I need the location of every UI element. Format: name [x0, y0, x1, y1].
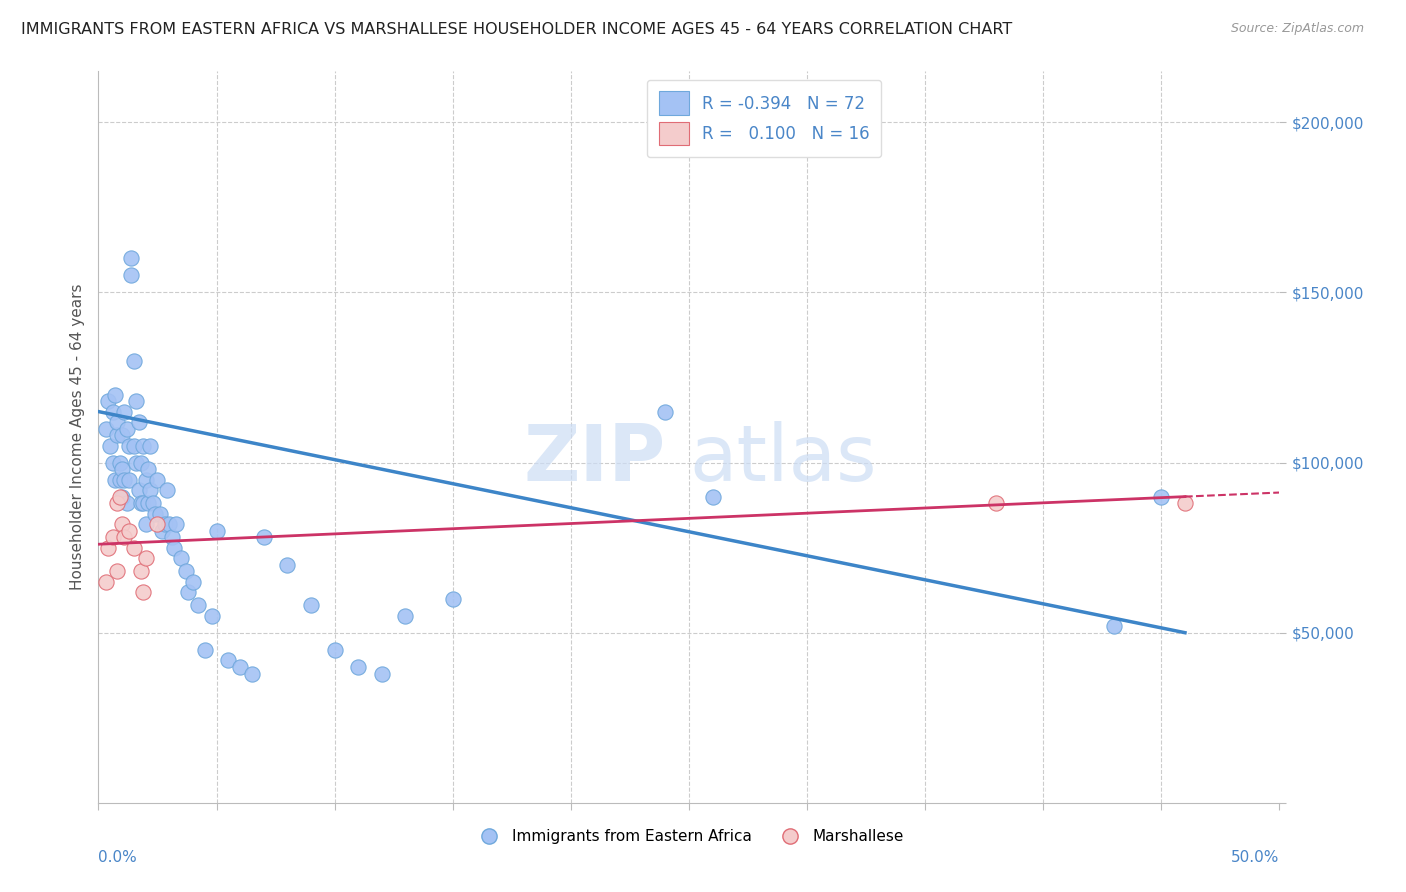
Point: [122, 353, 145, 368]
Point: [118, 439, 141, 453]
Point: [129, 496, 152, 510]
Point: [118, 473, 141, 487]
Point: [112, 531, 135, 545]
Point: [276, 558, 298, 572]
Point: [108, 490, 131, 504]
Point: [299, 599, 322, 613]
Point: [101, 531, 124, 545]
Point: [122, 439, 145, 453]
Point: [323, 642, 346, 657]
Point: [132, 585, 155, 599]
Point: [702, 490, 724, 504]
Point: [217, 653, 239, 667]
Point: [121, 252, 143, 266]
Point: [108, 473, 131, 487]
Point: [143, 507, 166, 521]
Text: Source: ZipAtlas.com: Source: ZipAtlas.com: [1230, 22, 1364, 36]
Point: [146, 516, 169, 531]
Point: [165, 516, 187, 531]
Text: IMMIGRANTS FROM EASTERN AFRICA VS MARSHALLESE HOUSEHOLDER INCOME AGES 45 - 64 YE: IMMIGRANTS FROM EASTERN AFRICA VS MARSHA…: [21, 22, 1012, 37]
Point: [394, 608, 416, 623]
Point: [170, 550, 193, 565]
Point: [654, 404, 676, 418]
Point: [194, 642, 217, 657]
Point: [97, 541, 120, 555]
Point: [253, 531, 276, 545]
Point: [136, 496, 159, 510]
Point: [136, 462, 159, 476]
Point: [125, 456, 148, 470]
Point: [111, 462, 134, 476]
Point: [240, 666, 263, 681]
Point: [441, 591, 464, 606]
Point: [157, 516, 180, 531]
Point: [174, 565, 197, 579]
Point: [101, 456, 124, 470]
Point: [371, 666, 394, 681]
Point: [112, 404, 135, 418]
Point: [98, 439, 121, 453]
Point: [181, 574, 204, 589]
Point: [160, 531, 183, 545]
Point: [132, 439, 155, 453]
Point: [201, 608, 224, 623]
Point: [1102, 619, 1125, 633]
Point: [205, 524, 228, 538]
Point: [135, 516, 157, 531]
Point: [187, 599, 209, 613]
Point: [108, 456, 131, 470]
Point: [135, 550, 157, 565]
Point: [115, 421, 138, 435]
Point: [105, 565, 128, 579]
Point: [121, 268, 143, 283]
Point: [118, 524, 141, 538]
Point: [122, 541, 145, 555]
Point: [163, 541, 186, 555]
Point: [97, 394, 120, 409]
Point: [111, 490, 134, 504]
Legend: Immigrants from Eastern Africa, Marshallese: Immigrants from Eastern Africa, Marshall…: [468, 822, 910, 850]
Point: [94, 421, 117, 435]
Point: [104, 473, 127, 487]
Point: [177, 585, 200, 599]
Text: 50.0%: 50.0%: [1232, 850, 1279, 865]
Point: [1150, 490, 1173, 504]
Point: [142, 496, 165, 510]
Point: [347, 659, 370, 673]
Point: [139, 483, 162, 497]
Point: [104, 387, 127, 401]
Point: [149, 507, 172, 521]
Point: [984, 496, 1007, 510]
Y-axis label: Householder Income Ages 45 - 64 years: Householder Income Ages 45 - 64 years: [69, 284, 84, 591]
Point: [101, 404, 124, 418]
Point: [129, 456, 152, 470]
Point: [132, 496, 155, 510]
Point: [111, 428, 134, 442]
Point: [1174, 496, 1197, 510]
Point: [135, 473, 157, 487]
Point: [156, 483, 179, 497]
Text: atlas: atlas: [689, 421, 876, 497]
Point: [129, 565, 152, 579]
Text: 0.0%: 0.0%: [98, 850, 138, 865]
Point: [128, 415, 150, 429]
Point: [150, 524, 173, 538]
Point: [94, 574, 117, 589]
Point: [139, 439, 162, 453]
Text: ZIP: ZIP: [523, 421, 665, 497]
Point: [128, 483, 150, 497]
Point: [105, 428, 128, 442]
Point: [111, 516, 134, 531]
Point: [112, 473, 135, 487]
Point: [153, 516, 176, 531]
Point: [115, 496, 138, 510]
Point: [105, 415, 128, 429]
Point: [229, 659, 252, 673]
Point: [105, 496, 128, 510]
Point: [146, 473, 169, 487]
Point: [125, 394, 148, 409]
